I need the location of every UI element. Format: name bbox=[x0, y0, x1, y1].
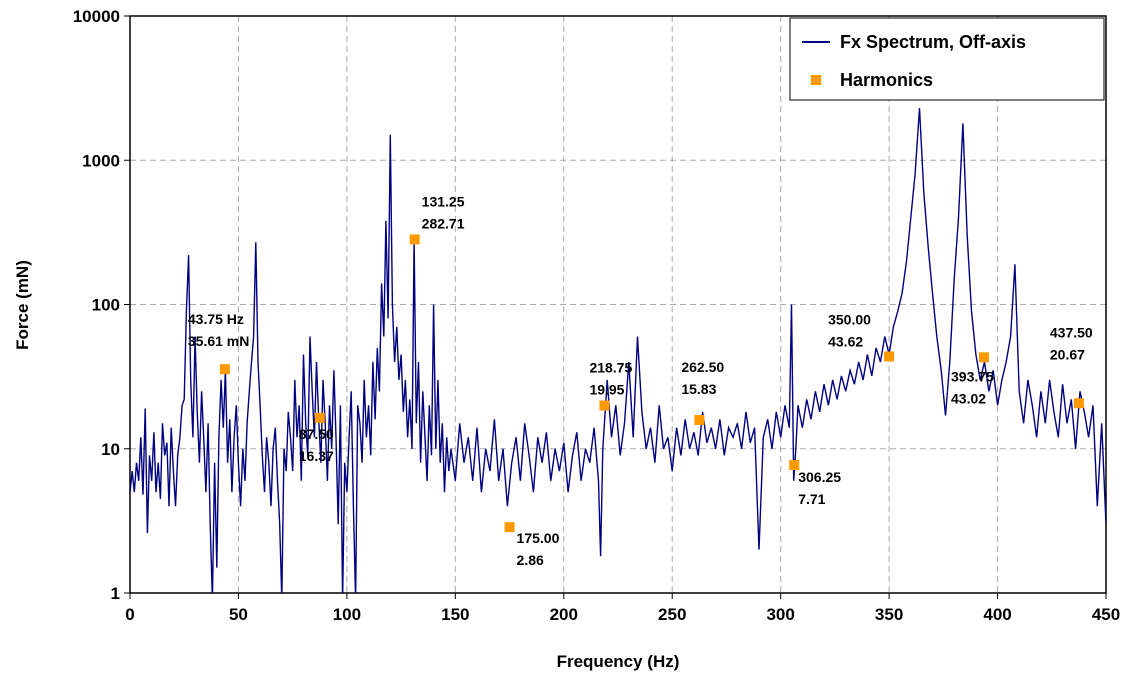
y-tick-label: 10000 bbox=[73, 7, 120, 26]
plot-frame bbox=[129, 15, 1107, 594]
spectrum-line bbox=[130, 108, 1106, 593]
harmonic-point bbox=[884, 351, 895, 362]
x-tick-label: 100 bbox=[333, 605, 361, 624]
legend-swatch bbox=[811, 75, 821, 85]
y-tick-label: 1000 bbox=[82, 151, 120, 170]
harmonic-point bbox=[599, 400, 610, 411]
harmonic-x-label: 393.75 bbox=[951, 368, 994, 384]
x-tick-label: 250 bbox=[658, 605, 686, 624]
harmonic-value-label: 16.37 bbox=[299, 448, 334, 464]
plot-area bbox=[130, 108, 1106, 593]
harmonic-value-label: 43.62 bbox=[828, 333, 863, 349]
x-tick-label: 0 bbox=[125, 605, 134, 624]
x-tick-label: 300 bbox=[766, 605, 794, 624]
x-tick-label: 350 bbox=[875, 605, 903, 624]
harmonic-value-label: 19.95 bbox=[589, 381, 624, 397]
x-tick-label: 150 bbox=[441, 605, 469, 624]
harmonic-x-label: 218.75 bbox=[589, 359, 632, 375]
harmonic-x-label: 87.50 bbox=[299, 426, 334, 442]
harmonic-x-label: 350.00 bbox=[828, 311, 871, 327]
harmonic-x-label: 131.25 bbox=[422, 193, 465, 209]
x-axis-label: Frequency (Hz) bbox=[557, 652, 680, 671]
harmonic-x-label: 43.75 Hz bbox=[188, 311, 244, 327]
harmonic-point bbox=[1073, 398, 1084, 409]
legend-box bbox=[789, 17, 1105, 101]
legend-label: Harmonics bbox=[840, 70, 933, 90]
y-tick-label: 10 bbox=[101, 440, 120, 459]
harmonic-point bbox=[219, 364, 230, 375]
harmonic-x-label: 262.50 bbox=[681, 359, 724, 375]
y-tick-label: 1 bbox=[111, 584, 120, 603]
y-axis-label: Force (mN) bbox=[13, 260, 32, 350]
harmonic-x-label: 437.50 bbox=[1050, 324, 1093, 340]
harmonic-value-label: 282.71 bbox=[422, 215, 465, 231]
harmonic-point bbox=[314, 412, 325, 423]
y-tick-label: 100 bbox=[92, 296, 120, 315]
harmonic-point bbox=[409, 234, 420, 245]
x-tick-label: 50 bbox=[229, 605, 248, 624]
harmonic-value-label: 2.86 bbox=[517, 552, 544, 568]
x-tick-label: 200 bbox=[550, 605, 578, 624]
harmonic-value-label: 15.83 bbox=[681, 381, 716, 397]
harmonic-value-label: 20.67 bbox=[1050, 346, 1085, 362]
x-tick-label: 450 bbox=[1092, 605, 1120, 624]
harmonic-point bbox=[504, 522, 515, 533]
harmonic-point bbox=[979, 352, 989, 363]
harmonic-x-label: 306.25 bbox=[798, 469, 841, 485]
legend-label: Fx Spectrum, Off-axis bbox=[840, 32, 1026, 52]
harmonic-point bbox=[694, 414, 705, 425]
harmonic-value-label: 7.71 bbox=[798, 491, 825, 507]
harmonic-point bbox=[789, 460, 800, 471]
harmonic-value-label: 43.02 bbox=[951, 390, 986, 406]
x-tick-label: 400 bbox=[983, 605, 1011, 624]
harmonic-value-label: 35.61 mN bbox=[188, 333, 249, 349]
harmonic-x-label: 175.00 bbox=[517, 530, 560, 546]
